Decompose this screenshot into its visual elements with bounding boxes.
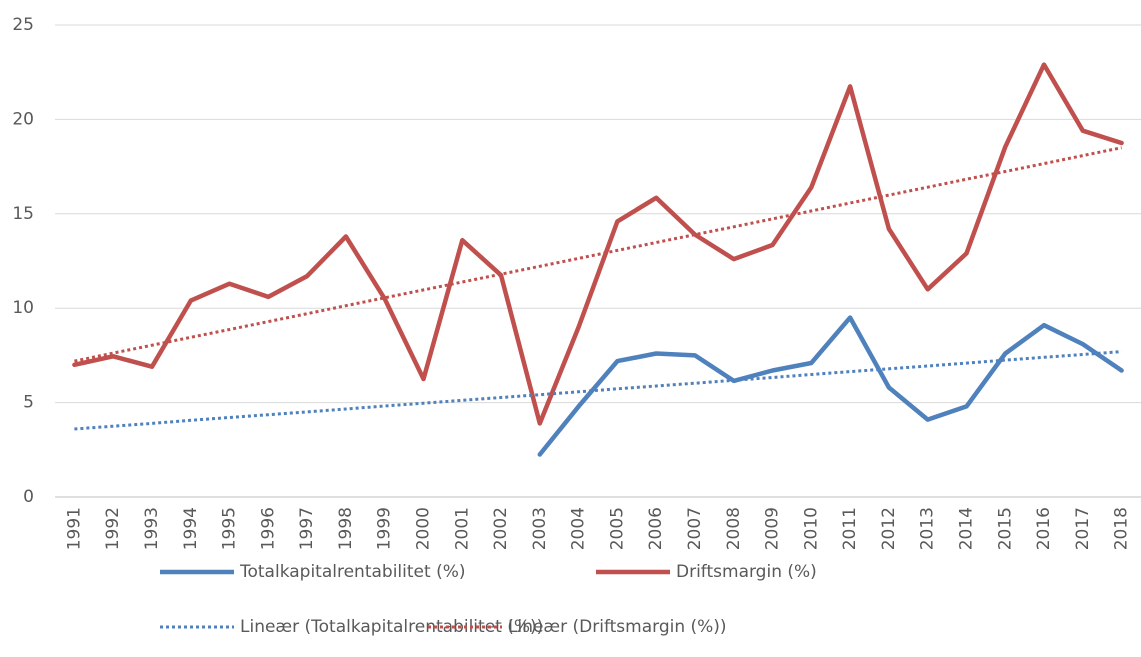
x-tick-label: 2000 <box>413 507 433 550</box>
x-tick-label: 1998 <box>336 507 356 550</box>
x-tick-label: 1994 <box>181 507 201 550</box>
x-tick-label: 2015 <box>995 507 1015 550</box>
legend-label: Driftsmargin (%) <box>676 562 817 582</box>
x-tick-label: 2007 <box>685 507 705 550</box>
series-line <box>537 315 1124 457</box>
x-tick-label: 2009 <box>763 507 783 550</box>
x-tick-label: 2014 <box>956 507 976 550</box>
x-tick-label: 2001 <box>452 507 472 550</box>
x-tick-label: 2018 <box>1112 507 1132 550</box>
y-tick-label: 25 <box>12 15 34 35</box>
y-tick-label: 20 <box>12 109 34 129</box>
x-tick-label: 2008 <box>724 507 744 550</box>
series-line <box>74 146 1122 363</box>
y-tick-label: 10 <box>12 298 34 318</box>
x-tick-label: 2016 <box>1034 507 1054 550</box>
legend-label: Lineær (Driftsmargin (%)) <box>508 617 727 637</box>
x-tick-label: 1996 <box>258 507 278 550</box>
y-tick-label: 0 <box>23 487 34 507</box>
legend-label: Lineær (Totalkapitalrentabilitet (%)) <box>240 617 543 637</box>
y-tick-label: 5 <box>23 393 34 413</box>
x-tick-label: 1999 <box>375 507 395 550</box>
legend-label: Totalkapitalrentabilitet (%) <box>239 562 466 582</box>
x-tick-label: 2004 <box>569 507 589 550</box>
x-tick-label: 1992 <box>103 507 123 550</box>
series-line <box>74 350 1122 431</box>
series-line <box>72 62 1124 426</box>
x-tick-label: 1993 <box>142 507 162 550</box>
x-tick-label: 2012 <box>879 507 899 550</box>
x-tick-label: 2017 <box>1073 507 1093 550</box>
x-tick-label: 2010 <box>801 507 821 550</box>
x-tick-label: 2006 <box>646 507 666 550</box>
x-tick-label: 1997 <box>297 507 317 550</box>
y-tick-label: 15 <box>12 204 34 224</box>
x-tick-label: 1991 <box>64 507 84 550</box>
x-tick-label: 2013 <box>918 507 938 550</box>
x-tick-label: 2003 <box>530 507 550 550</box>
x-tick-label: 2005 <box>607 507 627 550</box>
x-tick-label: 2011 <box>840 507 860 550</box>
x-tick-label: 1995 <box>220 507 240 550</box>
x-tick-label: 2002 <box>491 507 511 550</box>
